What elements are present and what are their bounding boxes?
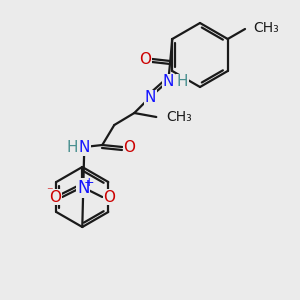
Text: N: N [163, 74, 174, 89]
Text: N: N [77, 179, 89, 197]
Text: O: O [123, 140, 135, 154]
Text: +: + [84, 176, 94, 190]
Text: CH₃: CH₃ [166, 110, 192, 124]
Text: O: O [103, 190, 115, 205]
Text: O: O [139, 52, 151, 67]
Text: CH₃: CH₃ [254, 20, 279, 34]
Text: H: H [176, 74, 188, 89]
Text: N: N [145, 91, 156, 106]
Text: N: N [79, 140, 90, 155]
Text: H: H [67, 140, 78, 155]
Text: ⁻: ⁻ [46, 185, 52, 199]
Text: O: O [49, 190, 61, 205]
